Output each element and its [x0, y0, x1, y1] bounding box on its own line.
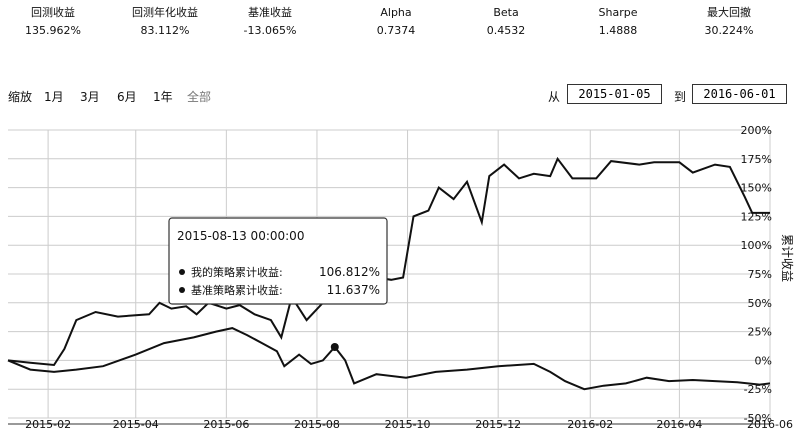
stat-value: 30.224%: [704, 24, 754, 37]
x-tick-label: 2016-02: [567, 418, 613, 431]
x-tick-label: 2015-04: [113, 418, 159, 431]
x-axis-labels: 2015-02 2015-04 2015-06 2015-08 2015-10 2015-…: [25, 418, 793, 431]
from-label: 从: [548, 90, 561, 104]
stat-sharpe: Sharpe 1.4888: [563, 6, 673, 38]
y-tick-label: 50%: [748, 297, 772, 310]
y-tick-label: 0%: [755, 354, 772, 367]
stat-label: 最大回撤: [707, 6, 751, 19]
stat-value: 135.962%: [25, 24, 81, 37]
y-tick-label: 200%: [741, 124, 772, 137]
y-tick-label: 175%: [741, 153, 772, 166]
stat-benchmark-return: 基准收益 -13.065%: [215, 6, 325, 38]
stat-value: 0.4532: [486, 24, 526, 37]
y-axis-labels: -50%-25%0%25%50%75%100%125%150%175%200%: [741, 124, 772, 425]
tooltip-strategy-name: 我的策略累计收益:: [191, 265, 283, 279]
from-date-input[interactable]: [567, 84, 662, 104]
zoom-3m-button[interactable]: 3月: [80, 90, 100, 104]
tooltip-strategy-value: 106.812%: [319, 265, 380, 279]
x-tick-label: 2015-06: [203, 418, 249, 431]
series-line-strategy: [7, 156, 770, 367]
y-tick-label: 25%: [748, 326, 772, 339]
zoom-6m-button[interactable]: 6月: [117, 90, 137, 104]
y-tick-label: -50%: [744, 412, 772, 425]
stats-bar: 回测收益 135.962% 回测年化收益 83.112% 基准收益 -13.06…: [0, 6, 797, 46]
tooltip-benchmark-name: 基准策略累计收益:: [191, 283, 283, 297]
tooltip-benchmark-value: 11.637%: [327, 283, 380, 297]
x-tick-label: 2016-04: [656, 418, 702, 431]
zoom-label: 缩放: [8, 90, 33, 104]
stat-label: Alpha: [380, 6, 412, 19]
tooltip: 2015-08-13 00:00:00 我的策略累计收益: 106.812% 基…: [168, 217, 388, 305]
stat-beta: Beta 0.4532: [451, 6, 561, 38]
zoom-1y-button[interactable]: 1年: [153, 90, 173, 104]
stat-label: Sharpe: [598, 6, 638, 19]
stat-value: 1.4888: [598, 24, 638, 37]
stat-label: 回测年化收益: [132, 6, 198, 19]
stat-value: 0.7374: [376, 24, 416, 37]
tooltip-strategy-marker: [179, 269, 185, 275]
y-tick-label: -25%: [744, 383, 772, 396]
stat-annual-return: 回测年化收益 83.112%: [110, 6, 220, 38]
tooltip-box: [168, 217, 388, 305]
range-toolbar: 缩放 1月 3月 6月 1年 全部 从 到: [0, 84, 797, 108]
tooltip-benchmark-marker: [179, 287, 185, 293]
x-tick-label: 2015-12: [475, 418, 521, 431]
zoom-1m-button[interactable]: 1月: [44, 90, 64, 104]
y-tick-label: 100%: [741, 239, 772, 252]
y-tick-label: 75%: [748, 268, 772, 281]
x-tick-label: 2016-06: [747, 418, 793, 431]
stat-label: 回测收益: [31, 6, 75, 19]
x-tick-label: 2015-02: [25, 418, 71, 431]
y-axis-title: 累计收益: [780, 234, 794, 282]
x-tick-label: 2015-08: [294, 418, 340, 431]
series-line-benchmark: [7, 327, 771, 391]
series-lines: [7, 156, 771, 391]
to-date-input[interactable]: [692, 84, 787, 104]
y-tick-label: 150%: [741, 182, 772, 195]
tooltip-date: 2015-08-13 00:00:00: [177, 229, 304, 243]
stat-label: Beta: [493, 6, 519, 19]
stat-label: 基准收益: [248, 6, 292, 19]
stat-total-return: 回测收益 135.962%: [0, 6, 108, 38]
stat-value: -13.065%: [243, 24, 297, 37]
stat-value: 83.112%: [140, 24, 190, 37]
chart-grid: [8, 129, 771, 425]
highlight-point: [330, 342, 339, 351]
x-tick-label: 2015-10: [385, 418, 431, 431]
stat-max-drawdown: 最大回撤 30.224%: [674, 6, 784, 38]
to-label: 到: [674, 90, 687, 104]
zoom-all-button[interactable]: 全部: [187, 90, 212, 104]
stat-alpha: Alpha 0.7374: [341, 6, 451, 38]
